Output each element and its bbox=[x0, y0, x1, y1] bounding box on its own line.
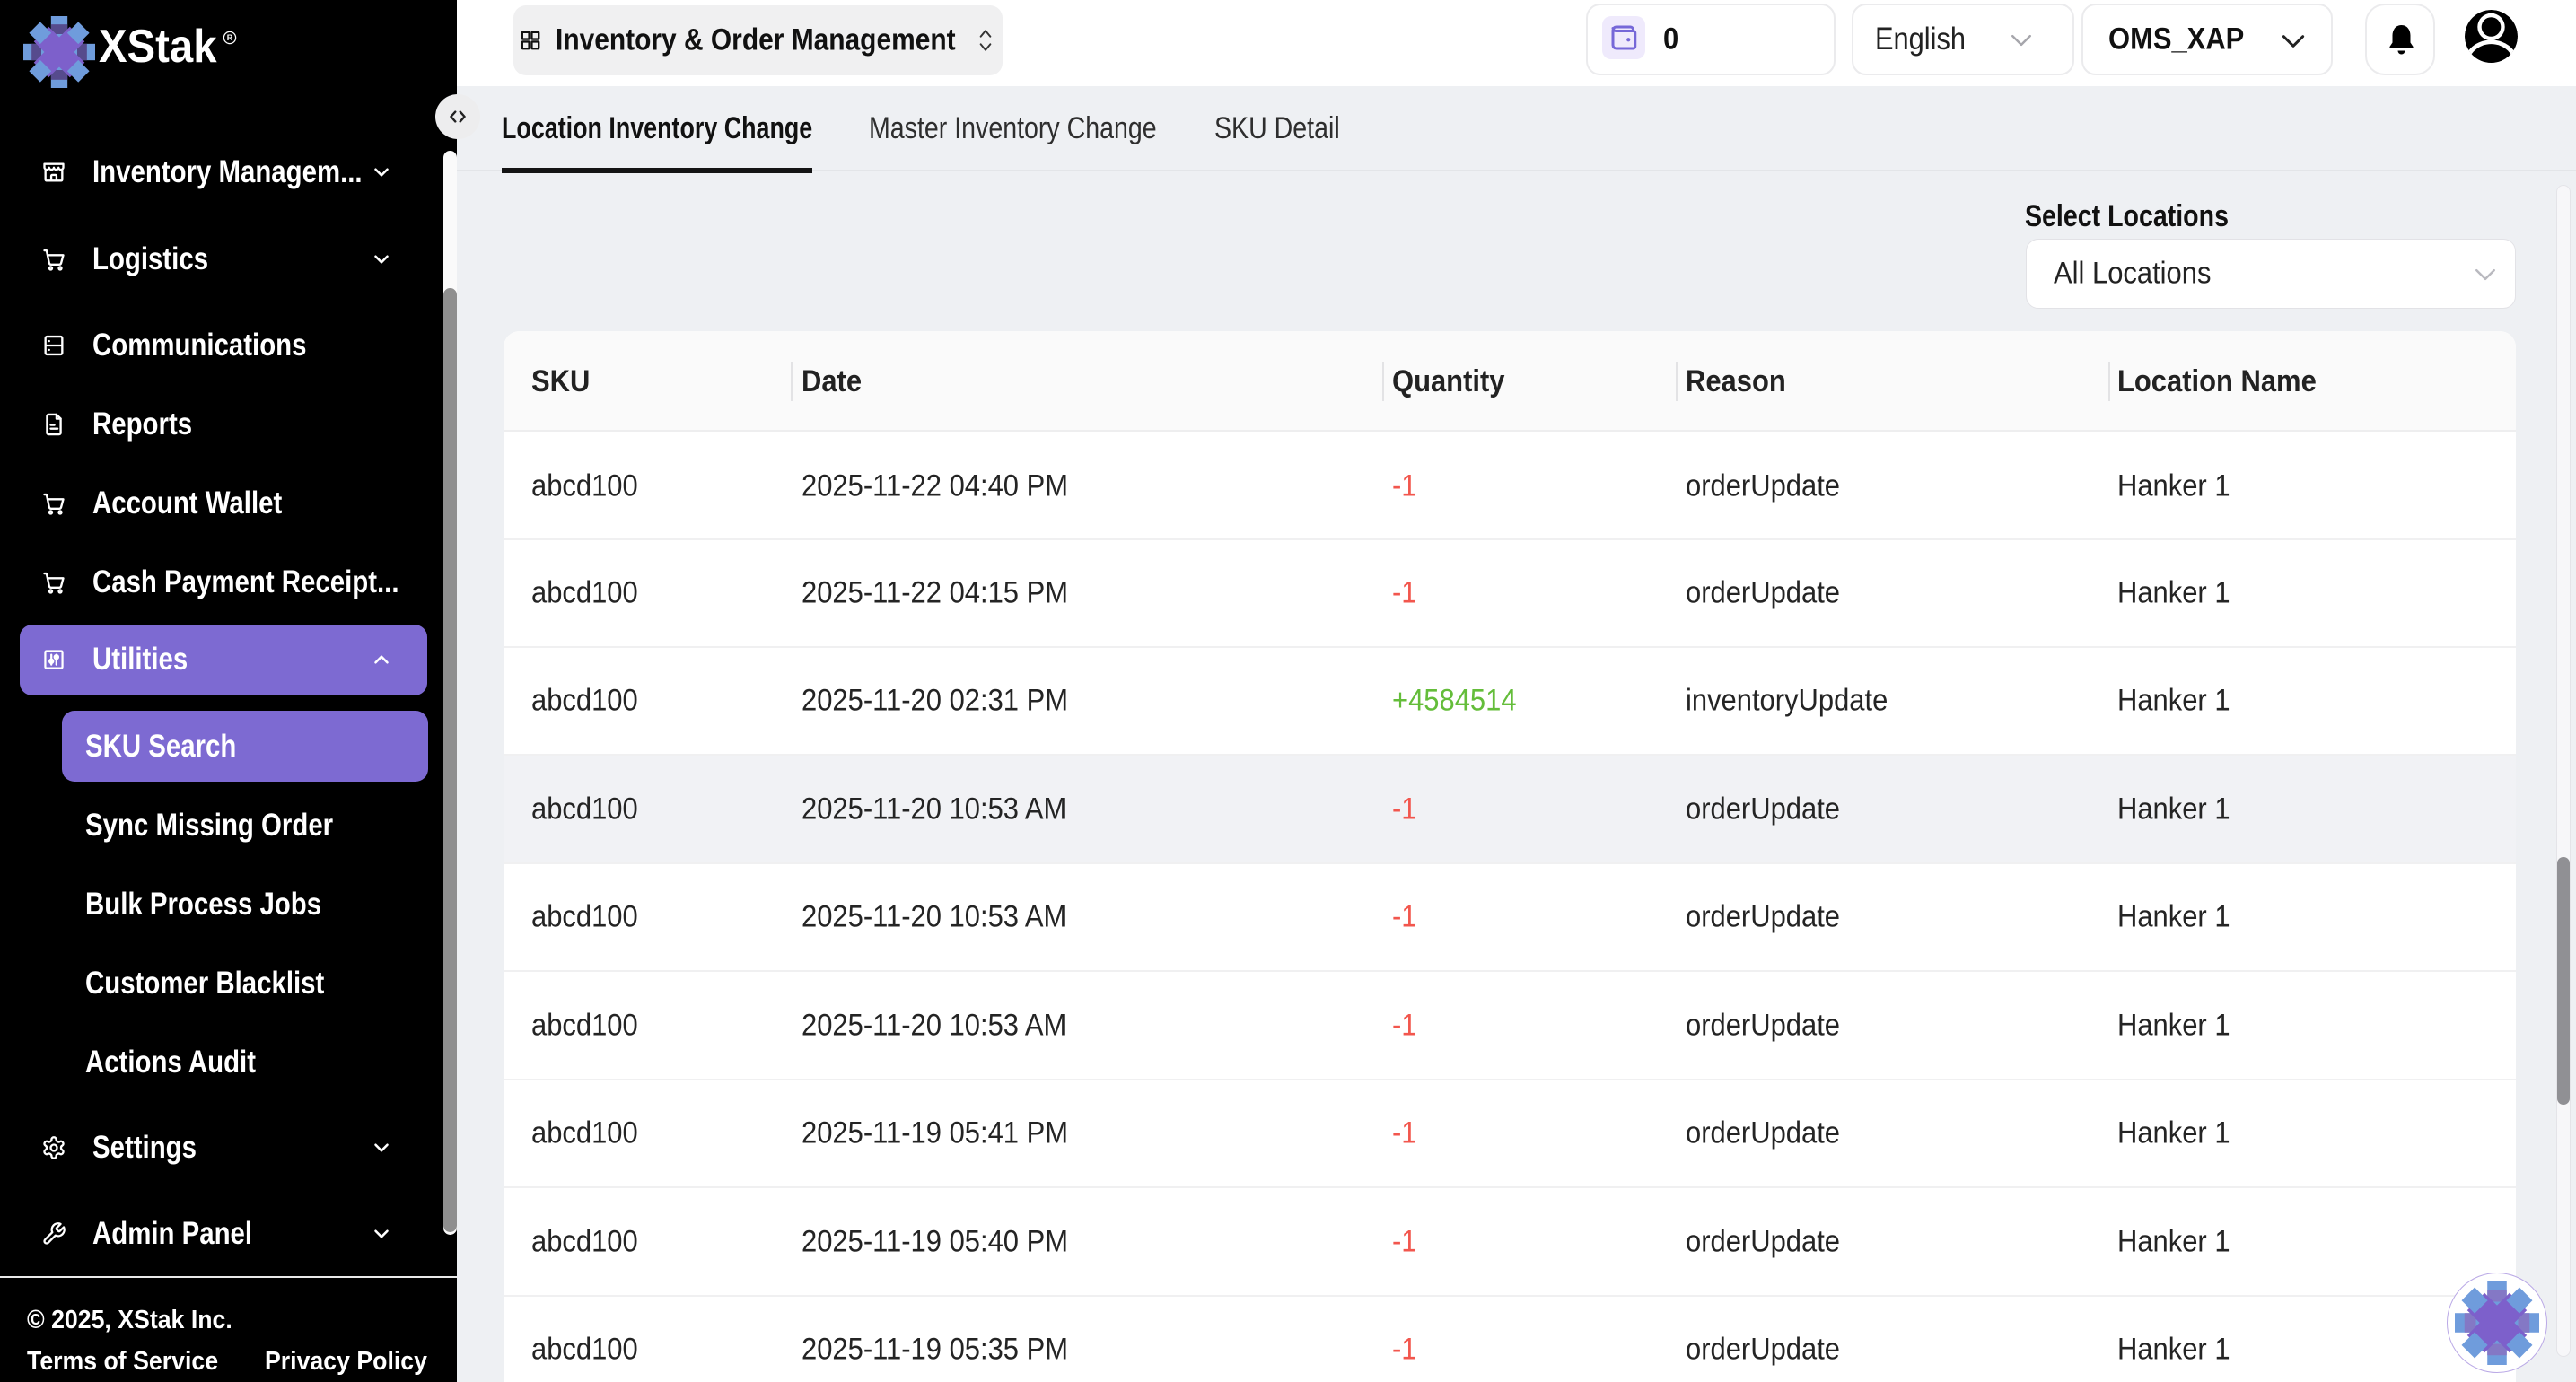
svg-text:R: R bbox=[227, 33, 233, 42]
